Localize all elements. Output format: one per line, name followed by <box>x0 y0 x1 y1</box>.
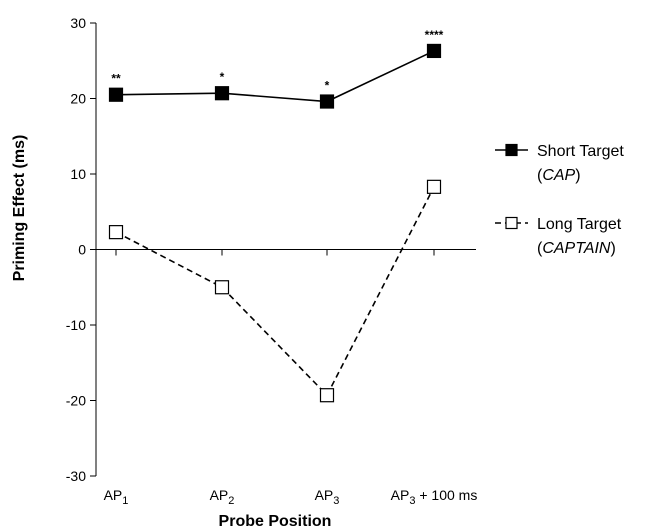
y-tick-label: -30 <box>66 468 86 484</box>
x-tick-label: AP3 <box>315 487 340 507</box>
data-point <box>214 86 230 101</box>
legend-label-2: Long Target <box>537 216 622 233</box>
significance-label: ** <box>111 72 121 86</box>
y-tick-label: -10 <box>66 317 86 333</box>
data-point <box>108 87 124 102</box>
series-line-1 <box>115 50 435 103</box>
legend-marker-2 <box>505 216 518 230</box>
legend-example-2: (CAPTAIN) <box>537 240 616 257</box>
x-axis-title: Probe Position <box>219 513 332 530</box>
data-point <box>319 94 335 109</box>
y-tick-label: 20 <box>70 91 86 107</box>
y-tick-label: 0 <box>78 242 86 258</box>
x-tick-label: AP2 <box>210 487 235 507</box>
series-layer: ** ****** <box>108 28 444 403</box>
significance-label: * <box>325 79 330 93</box>
x-tick-label: AP3 + 100 ms <box>391 487 478 507</box>
y-tick-label: -20 <box>66 393 86 409</box>
data-point <box>108 225 124 240</box>
significance-label: * <box>220 70 225 84</box>
data-point <box>426 179 442 194</box>
data-point <box>319 388 335 403</box>
y-tick-label: 10 <box>70 166 86 182</box>
data-point <box>214 280 230 295</box>
x-tick-label: AP1 <box>104 487 129 507</box>
legend-label-1: Short Target <box>537 143 624 160</box>
y-axis-title: Priming Effect (ms) <box>11 135 28 282</box>
data-point <box>426 43 442 59</box>
axes-layer: 30 20 10 0 -10 -20 -30 AP1 AP2 AP3 AP3 + 100 ms <box>66 15 478 507</box>
y-tick-label: 30 <box>70 15 86 31</box>
significance-label: **** <box>425 28 444 42</box>
legend-marker-1 <box>505 143 518 157</box>
series-line-2 <box>115 186 435 397</box>
legend: Short Target (CAP) Long Target (CAPTAIN) <box>495 143 624 257</box>
legend-example-1: (CAP) <box>537 167 581 184</box>
